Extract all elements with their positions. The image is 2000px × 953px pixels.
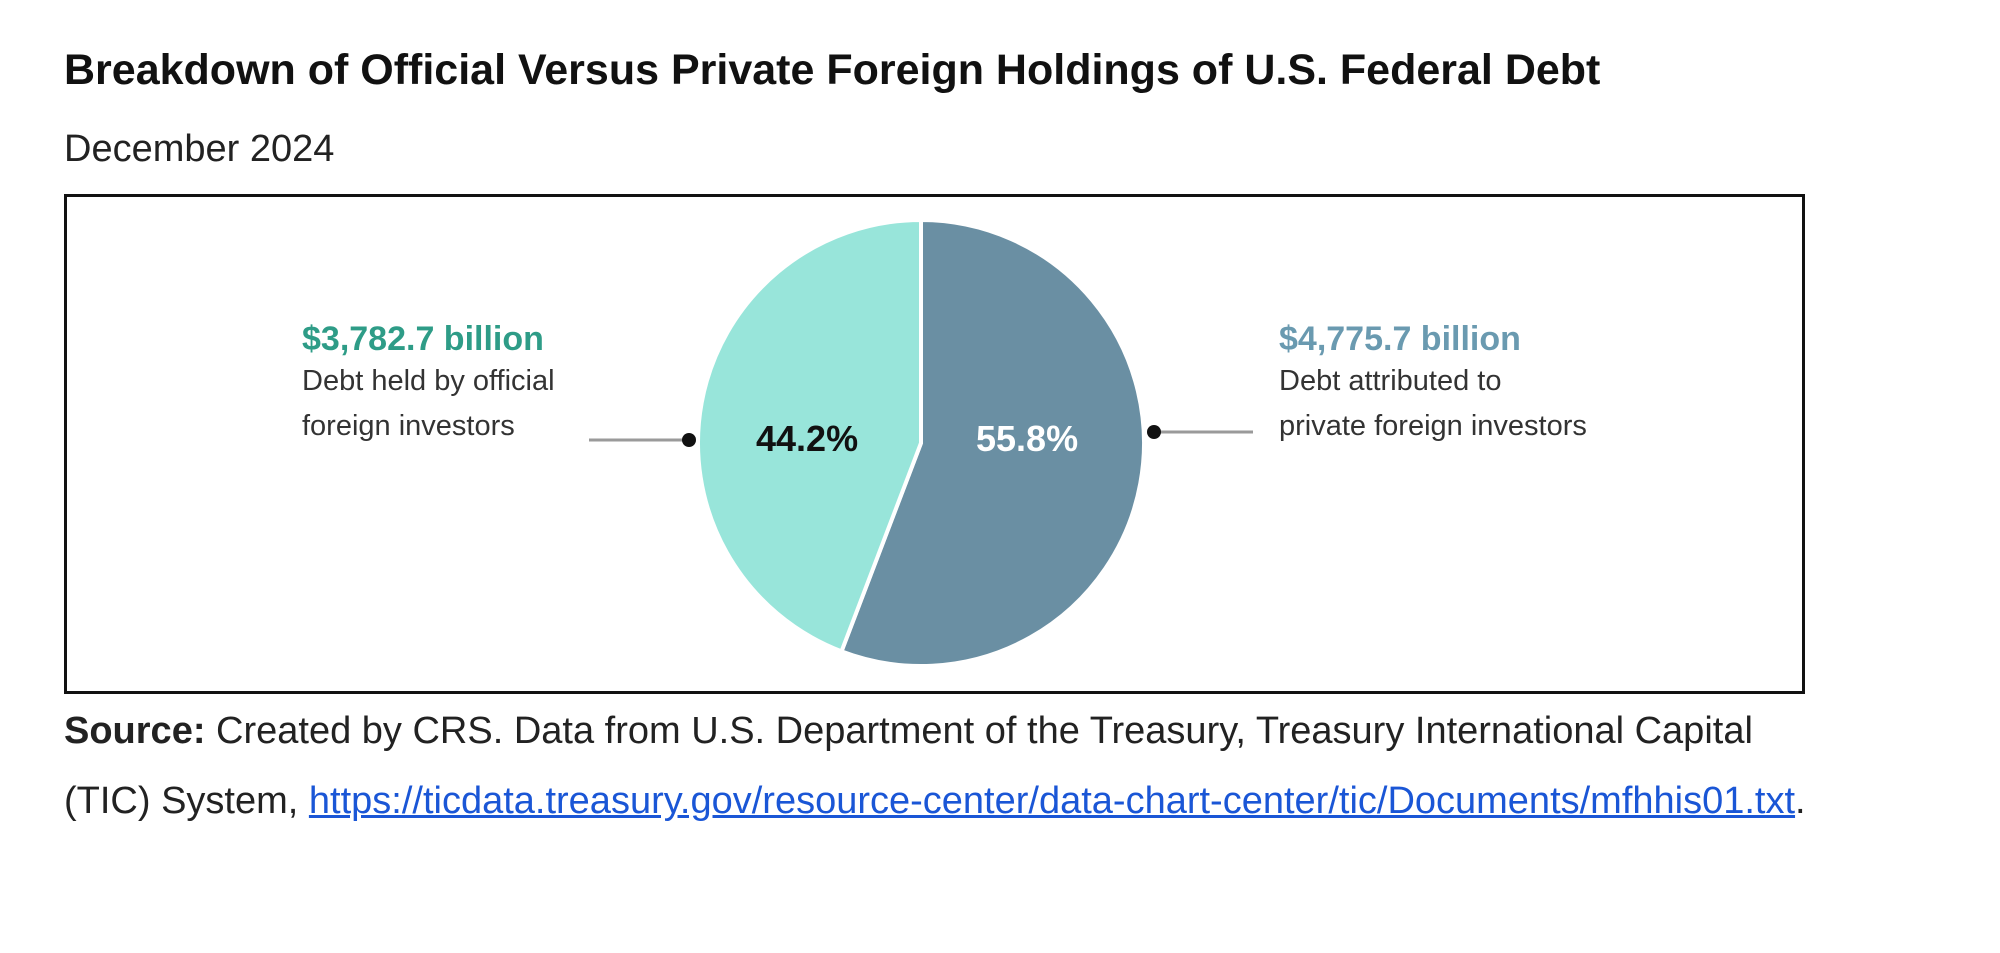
source-end: . <box>1795 780 1806 822</box>
private-leader-dot <box>1147 425 1161 439</box>
official-percent: 44.2% <box>756 418 859 459</box>
source-text: Created by CRS. Data from U.S. Departmen… <box>205 710 1753 752</box>
pie-slice-official <box>696 217 923 654</box>
private-percent: 55.8% <box>976 418 1079 459</box>
source-note: Source: Created by CRS. Data from U.S. D… <box>64 710 1753 753</box>
official-label: $3,782.7 billion Debt held by official f… <box>302 320 555 449</box>
private-label: $4,775.7 billion Debt attributed to priv… <box>1279 320 1587 449</box>
private-desc-1: Debt attributed to <box>1279 365 1502 397</box>
pie-slice-private <box>838 217 1146 668</box>
chart-title: Breakdown of Official Versus Private For… <box>64 46 1601 94</box>
private-value: $4,775.7 billion <box>1279 320 1521 358</box>
chart-frame <box>64 194 1805 694</box>
official-desc-2: foreign investors <box>302 410 515 442</box>
official-desc-1: Debt held by official <box>302 365 555 397</box>
private-desc-2: private foreign investors <box>1279 410 1587 442</box>
official-leader-dot <box>682 433 696 447</box>
official-value: $3,782.7 billion <box>302 320 544 358</box>
source-text-2: (TIC) System, <box>64 780 309 822</box>
chart-subtitle: December 2024 <box>64 128 335 170</box>
source-note-2: (TIC) System, https://ticdata.treasury.g… <box>64 780 1806 823</box>
source-label: Source: <box>64 710 206 752</box>
source-link[interactable]: https://ticdata.treasury.gov/resource-ce… <box>308 780 1796 822</box>
